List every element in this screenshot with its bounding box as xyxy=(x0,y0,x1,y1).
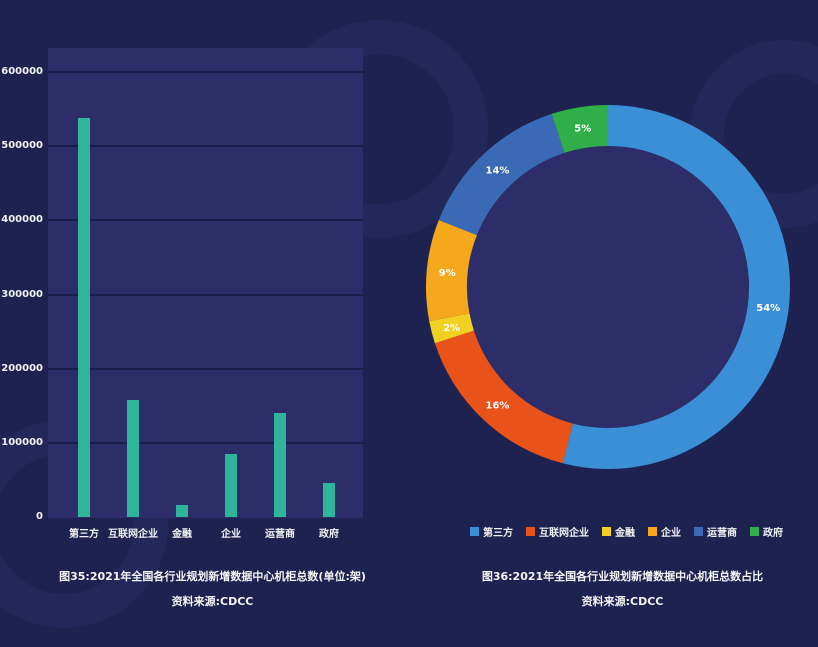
bar[interactable] xyxy=(225,453,237,517)
y-axis-tick-label: 100000 xyxy=(1,436,43,448)
bar-chart-source: 资料来源:CDCC xyxy=(171,595,254,608)
x-axis-tick-label: 企业 xyxy=(221,529,241,540)
y-axis-tick-label: 600000 xyxy=(1,66,43,77)
legend-item[interactable]: 第三方 xyxy=(470,524,513,539)
y-axis-tick-label: 200000 xyxy=(1,362,43,374)
gridline xyxy=(48,367,363,370)
gridline xyxy=(48,71,363,73)
donut-chart-caption: 图36:2021年全国各行业规划新增数据中心机柜总数占比 xyxy=(481,570,764,583)
bar-plot-area xyxy=(48,48,363,518)
legend-label: 第三方 xyxy=(483,528,513,539)
legend-item[interactable]: 企业 xyxy=(648,524,681,539)
donut-slice[interactable] xyxy=(429,313,474,344)
legend-label: 企业 xyxy=(661,528,681,539)
x-axis-tick-label: 金融 xyxy=(172,529,192,540)
donut-legend: 第三方 互联网企业 金融 企业 运营商 政府 xyxy=(470,524,783,539)
legend-swatch-icon xyxy=(750,527,759,536)
legend-swatch-icon xyxy=(470,527,479,536)
bar[interactable] xyxy=(323,482,335,517)
legend-item[interactable]: 运营商 xyxy=(694,524,737,539)
x-axis-tick-label: 运营商 xyxy=(265,529,295,540)
legend-label: 互联网企业 xyxy=(539,528,589,539)
legend-item[interactable]: 金融 xyxy=(602,524,635,539)
donut-slice[interactable] xyxy=(551,105,608,153)
donut-chart-source: 资料来源:CDCC xyxy=(581,595,664,608)
donut-hole xyxy=(467,146,749,428)
legend-label: 运营商 xyxy=(707,528,737,539)
bar[interactable] xyxy=(127,399,139,517)
slice-percent-label: 9% xyxy=(439,268,456,279)
legend-swatch-icon xyxy=(694,527,703,536)
slice-percent-label: 54% xyxy=(756,303,780,314)
y-axis-tick-label: 300000 xyxy=(1,288,43,300)
donut-slice[interactable] xyxy=(426,220,477,322)
legend-label: 政府 xyxy=(763,528,783,539)
x-axis-tick-label: 政府 xyxy=(319,529,339,540)
legend-label: 金融 xyxy=(615,528,635,539)
bar[interactable] xyxy=(274,413,286,517)
bar[interactable] xyxy=(176,505,188,517)
legend-item[interactable]: 互联网企业 xyxy=(526,524,589,539)
donut-slice[interactable] xyxy=(562,105,790,469)
slice-percent-label: 2% xyxy=(443,323,460,334)
legend-swatch-icon xyxy=(648,527,657,536)
donut-slice[interactable] xyxy=(438,113,565,236)
y-axis-tick-label: 400000 xyxy=(1,214,43,226)
gridline xyxy=(48,145,363,148)
slice-percent-label: 16% xyxy=(485,401,509,412)
x-axis-tick-label: 互联网企业 xyxy=(108,529,158,540)
gridline xyxy=(48,293,363,296)
donut-slice[interactable] xyxy=(434,330,573,464)
donut-svg: 54% 16% 2% 9% 14% 5% xyxy=(426,105,790,469)
x-axis-tick-label: 第三方 xyxy=(69,529,99,540)
y-axis-tick-label: 500000 xyxy=(1,140,43,152)
legend-swatch-icon xyxy=(602,527,611,536)
bar-chart-caption: 图35:2021年全国各行业规划新增数据中心机柜总数(单位:架) xyxy=(59,570,366,583)
y-axis-tick-label: 0 xyxy=(36,511,43,522)
gridline xyxy=(48,441,363,444)
slice-percent-label: 14% xyxy=(485,165,509,176)
gridline xyxy=(48,219,363,222)
slice-percent-label: 5% xyxy=(574,123,591,134)
legend-swatch-icon xyxy=(526,527,535,536)
bar[interactable] xyxy=(78,117,90,517)
legend-item[interactable]: 政府 xyxy=(750,524,783,539)
